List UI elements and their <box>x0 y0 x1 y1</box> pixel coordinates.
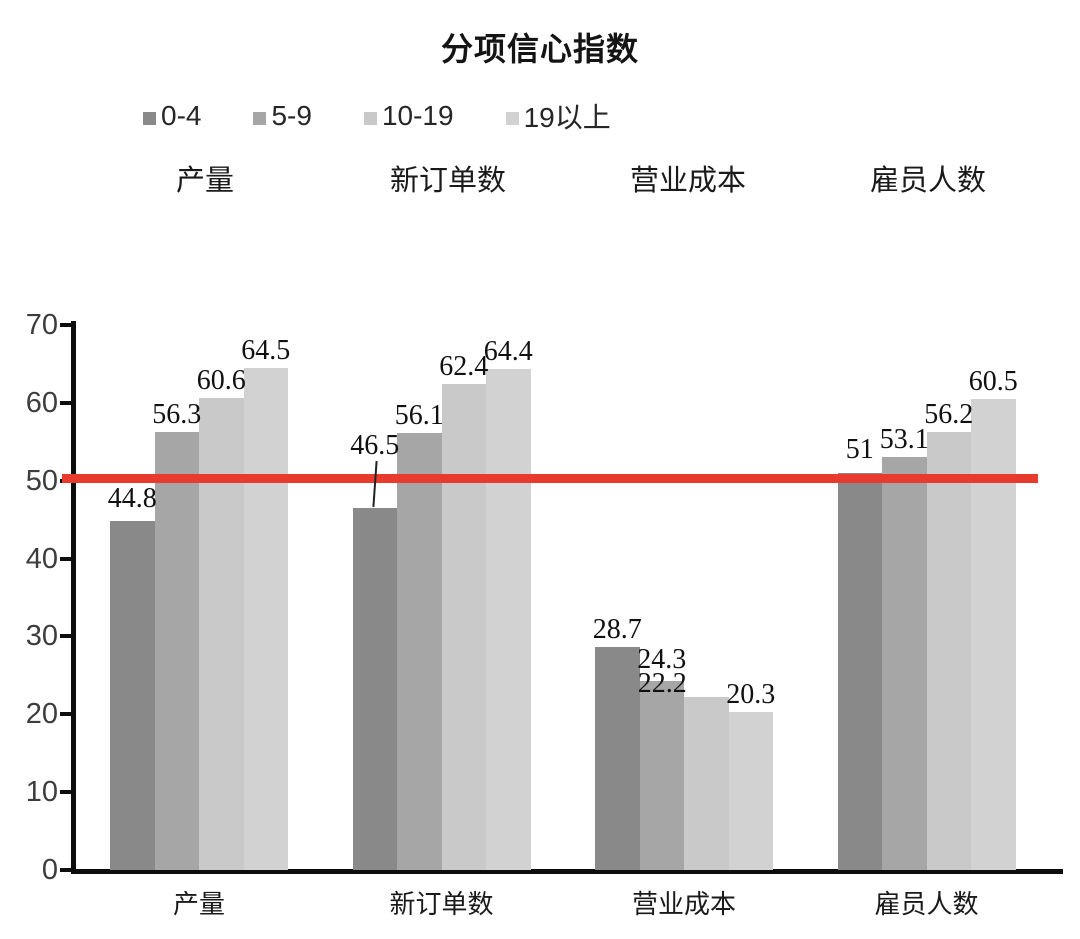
bar-19以上-营业成本 <box>728 711 773 870</box>
legend-label: 19以上 <box>523 102 611 133</box>
legend-swatch <box>363 112 377 125</box>
data-label: 24.3 <box>637 643 687 675</box>
legend-label: 0-4 <box>161 100 202 131</box>
data-label: 46.5 <box>350 429 400 461</box>
legend-label: 5-9 <box>271 100 312 131</box>
y-axis-tick-label: 20 <box>25 698 58 731</box>
data-label: 60.5 <box>968 365 1018 397</box>
y-axis-tick <box>60 868 72 872</box>
bar-0-4-产量 <box>110 521 155 870</box>
chart-legend: 0-4 5-9 10-19 19以上 <box>143 96 611 136</box>
y-axis-tick <box>60 712 72 717</box>
data-label: 53.1 <box>879 423 929 455</box>
data-label: 51 <box>845 433 874 465</box>
x-axis-category-label: 雇员人数 <box>874 889 979 919</box>
y-axis-tick <box>60 556 72 561</box>
y-axis-tick-label: 30 <box>25 620 58 653</box>
y-axis-tick-label: 70 <box>25 309 58 341</box>
y-axis-tick <box>60 400 72 405</box>
legend-swatch <box>143 112 156 125</box>
legend-item: 19以上 <box>505 96 611 136</box>
legend-swatch <box>505 112 519 125</box>
header-category-label: 产量 <box>175 165 235 197</box>
legend-item: 10-19 <box>363 100 454 132</box>
data-label: 62.4 <box>439 351 489 383</box>
y-axis-tick-label: 0 <box>41 854 58 886</box>
legend-label: 10-19 <box>381 100 454 131</box>
y-axis-line <box>71 321 76 874</box>
y-axis-tick-label: 10 <box>25 776 58 809</box>
data-label: 44.8 <box>107 483 157 515</box>
bar-5-9-雇员人数 <box>882 456 927 870</box>
bar-0-4-营业成本 <box>595 646 640 870</box>
bar-5-9-产量 <box>154 431 199 870</box>
y-axis-tick-label: 60 <box>25 386 58 419</box>
y-axis-tick-label: 40 <box>25 542 58 575</box>
x-axis-category-label: 新订单数 <box>389 889 494 919</box>
data-label: 56.2 <box>924 399 974 431</box>
y-axis-tick <box>60 323 72 327</box>
y-axis-tick <box>60 634 72 639</box>
bar-5-9-新订单数 <box>397 433 442 870</box>
data-label-leader-line <box>372 460 378 507</box>
data-label: 22.2 <box>637 668 687 700</box>
legend-swatch <box>253 112 267 125</box>
legend-item: 0-4 <box>143 100 201 132</box>
data-label: 56.1 <box>394 400 444 432</box>
reference-line <box>62 473 1038 483</box>
bar-0-4-雇员人数 <box>837 472 882 870</box>
data-label: 64.4 <box>483 335 533 367</box>
y-axis-tick-label: 50 <box>25 464 58 497</box>
chart-title: 分项信心指数 <box>440 31 639 67</box>
bar-19以上-雇员人数 <box>971 398 1016 870</box>
bar-10-19-雇员人数 <box>926 432 971 870</box>
bar-0-4-新订单数 <box>352 507 397 870</box>
bar-19以上-产量 <box>243 367 288 870</box>
data-label: 56.3 <box>152 398 202 430</box>
x-axis-category-label: 产量 <box>172 889 226 919</box>
bar-10-19-产量 <box>199 398 244 870</box>
legend-item: 5-9 <box>253 100 312 132</box>
data-label: 28.7 <box>592 613 642 645</box>
y-axis-tick <box>60 790 72 795</box>
data-label: 64.5 <box>241 334 291 366</box>
bar-5-9-营业成本 <box>639 680 684 870</box>
bar-19以上-新订单数 <box>486 368 531 870</box>
x-axis-category-label: 营业成本 <box>631 889 737 919</box>
header-category-label: 雇员人数 <box>869 165 987 197</box>
bar-10-19-新订单数 <box>441 384 486 870</box>
data-label: 60.6 <box>196 365 246 397</box>
data-label: 20.3 <box>726 678 776 710</box>
header-category-label: 新订单数 <box>389 165 507 197</box>
header-category-label: 营业成本 <box>629 165 747 197</box>
x-axis-line <box>71 869 1063 874</box>
bar-10-19-营业成本 <box>684 697 729 870</box>
